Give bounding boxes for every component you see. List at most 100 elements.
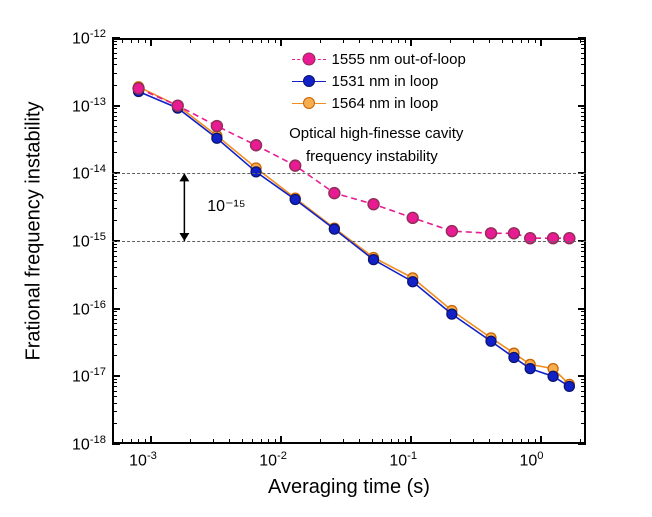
y-tick-minor: [112, 116, 117, 117]
y-tick-minor: [581, 141, 586, 142]
y-tick-minor: [581, 183, 586, 184]
x-tick-minor: [252, 439, 253, 444]
y-tick-minor: [581, 126, 586, 127]
x-tick-minor: [268, 38, 269, 43]
y-tick-minor: [581, 319, 586, 320]
x-tick-label: 10-3: [129, 450, 157, 470]
y-tick-minor: [112, 53, 117, 54]
series-marker-s1531: [290, 195, 300, 205]
x-tick-major: [540, 38, 542, 46]
x-tick-minor: [242, 439, 243, 444]
y-tick-minor: [112, 41, 117, 42]
y-tick-minor: [581, 423, 586, 424]
y-tick-minor: [112, 112, 117, 113]
y-tick-minor: [112, 311, 117, 312]
x-tick-minor: [122, 439, 123, 444]
y-tick-minor: [112, 344, 117, 345]
y-tick-minor: [112, 152, 117, 153]
y-tick-minor: [112, 323, 117, 324]
y-tick-minor: [112, 179, 117, 180]
x-tick-minor: [512, 439, 513, 444]
y-tick-minor: [581, 261, 586, 262]
series-marker-s1531: [564, 381, 574, 391]
y-tick-minor: [112, 386, 117, 387]
y-tick-minor: [112, 276, 117, 277]
x-tick-minor: [268, 439, 269, 444]
x-tick-minor: [391, 439, 392, 444]
y-tick-minor: [581, 58, 586, 59]
series-marker-s1555: [211, 121, 222, 132]
x-tick-minor: [190, 439, 191, 444]
x-tick-minor: [145, 439, 146, 444]
y-tick-minor: [581, 311, 586, 312]
y-tick-minor: [112, 183, 117, 184]
x-tick-major: [280, 38, 282, 46]
y-tick-label: 10-17: [72, 366, 106, 386]
y-tick-minor: [112, 319, 117, 320]
x-tick-minor: [320, 38, 321, 43]
y-tick-minor: [112, 73, 117, 74]
x-tick-minor: [131, 38, 132, 43]
y-tick-minor: [581, 256, 586, 257]
y-tick-minor: [581, 53, 586, 54]
y-tick-minor: [112, 403, 117, 404]
y-tick-minor: [112, 396, 117, 397]
series-marker-s1555: [329, 188, 340, 199]
y-tick-minor: [581, 64, 586, 65]
y-tick-minor: [112, 423, 117, 424]
x-tick-minor: [489, 439, 490, 444]
x-tick-minor: [502, 38, 503, 43]
x-tick-minor: [229, 439, 230, 444]
series-marker-s1555: [508, 228, 519, 239]
x-tick-minor: [398, 439, 399, 444]
x-tick-minor: [131, 439, 132, 444]
legend-swatch: [292, 70, 326, 92]
y-tick-minor: [112, 379, 117, 380]
x-tick-minor: [112, 38, 113, 43]
y-tick-minor: [581, 288, 586, 289]
y-tick-minor: [112, 132, 117, 133]
x-tick-label: 100: [519, 450, 543, 470]
x-tick-minor: [320, 439, 321, 444]
y-tick-minor: [581, 315, 586, 316]
y-tick-minor: [581, 382, 586, 383]
x-tick-minor: [213, 38, 214, 43]
y-tick-major: [112, 37, 120, 39]
y-tick-minor: [112, 193, 117, 194]
x-tick-minor: [372, 439, 373, 444]
series-marker-s1555: [407, 212, 418, 223]
series-marker-s1555: [368, 199, 379, 210]
x-tick-minor: [489, 38, 490, 43]
x-tick-minor: [535, 439, 536, 444]
x-tick-minor: [398, 38, 399, 43]
x-tick-minor: [359, 439, 360, 444]
x-tick-minor: [145, 38, 146, 43]
y-tick-minor: [581, 179, 586, 180]
y-tick-major: [578, 105, 586, 107]
y-tick-minor: [112, 126, 117, 127]
y-tick-minor: [581, 276, 586, 277]
y-tick-minor: [581, 247, 586, 248]
y-tick-major: [112, 443, 120, 445]
y-tick-label: 10-18: [72, 434, 106, 454]
series-marker-s1531: [486, 336, 496, 346]
y-tick-minor: [581, 41, 586, 42]
ref-hline: [112, 173, 586, 174]
y-tick-label: 10-16: [72, 299, 106, 319]
x-tick-minor: [372, 38, 373, 43]
y-tick-minor: [112, 120, 117, 121]
x-tick-minor: [521, 439, 522, 444]
x-tick-minor: [502, 439, 503, 444]
y-tick-minor: [581, 355, 586, 356]
y-tick-major: [578, 375, 586, 377]
y-tick-minor: [581, 244, 586, 245]
annotation-text: 10⁻¹⁵: [207, 196, 245, 216]
x-tick-major: [410, 436, 412, 444]
x-tick-minor: [521, 38, 522, 43]
y-tick-minor: [112, 64, 117, 65]
series-marker-s1531: [408, 277, 418, 287]
y-tick-minor: [581, 251, 586, 252]
series-marker-s1531: [369, 255, 379, 265]
annotation-text: Optical high-finesse cavity: [289, 125, 463, 142]
legend-label: 1564 nm in loop: [332, 95, 439, 112]
